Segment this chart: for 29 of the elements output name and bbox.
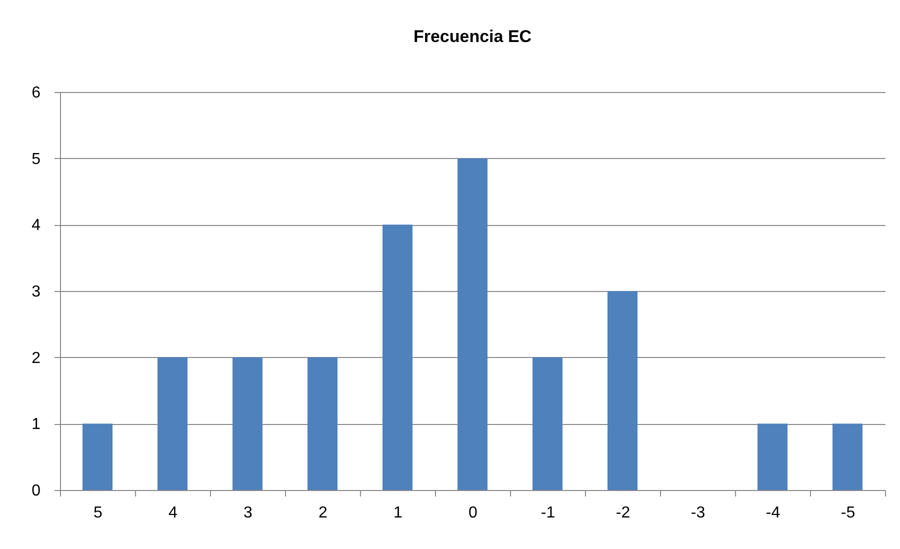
x-tick-label: -2 xyxy=(616,504,630,522)
x-tick-label: 1 xyxy=(394,504,403,522)
x-tick-label: -1 xyxy=(540,504,556,522)
bar xyxy=(458,158,488,490)
y-tick-label: 2 xyxy=(32,350,41,367)
bar xyxy=(758,424,788,490)
y-tick-label: 5 xyxy=(32,150,41,168)
x-tick-label: 2 xyxy=(318,504,328,522)
chart-title: Frecuencia EC xyxy=(413,27,532,46)
x-tick-label: 5 xyxy=(94,504,103,522)
x-tick-label: -4 xyxy=(766,504,780,522)
y-tick-label: 1 xyxy=(32,416,41,434)
y-tick-label: 0 xyxy=(32,482,41,500)
x-tick-label: 4 xyxy=(168,504,178,522)
x-tick-label: 0 xyxy=(468,504,478,522)
x-tick-label: -3 xyxy=(690,504,706,522)
bar xyxy=(532,357,562,490)
bar xyxy=(608,291,638,490)
bar xyxy=(158,357,188,490)
bar xyxy=(832,424,862,490)
bar xyxy=(382,224,412,490)
x-tick-label: -5 xyxy=(840,504,856,522)
y-tick-label: 4 xyxy=(32,217,41,234)
x-tick-label: 3 xyxy=(244,504,253,522)
bar xyxy=(232,357,262,490)
bar xyxy=(82,424,112,490)
y-tick-label: 6 xyxy=(32,84,41,102)
y-tick-label: 3 xyxy=(32,284,41,300)
bar xyxy=(308,357,338,490)
